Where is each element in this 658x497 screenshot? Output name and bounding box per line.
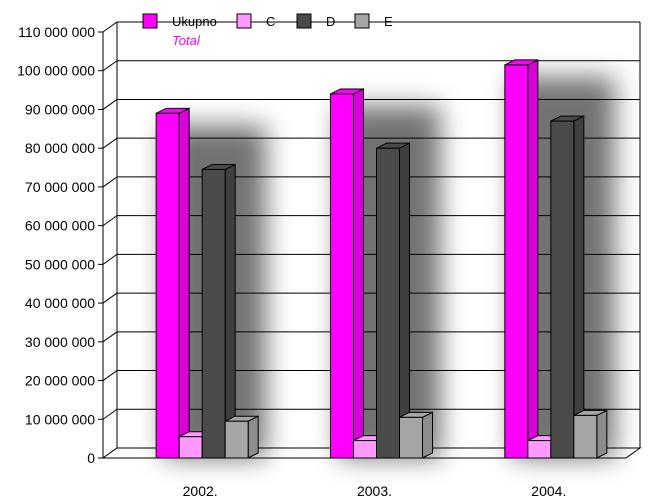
legend: Ukupno Total C D E — [142, 13, 393, 48]
y-tick-label: 30 000 000 — [25, 334, 95, 350]
side-wall-gridline — [102, 137, 118, 149]
bars — [155, 59, 608, 459]
bar-2004-ukupno — [504, 59, 539, 459]
side-wall-gridline — [102, 176, 118, 188]
legend-swatch — [354, 13, 370, 29]
x-tick-label: 2004. — [531, 483, 566, 497]
side-wall-gridline — [102, 292, 118, 304]
side-wall-gridline — [102, 331, 118, 343]
y-tick-label: 60 000 000 — [25, 218, 95, 234]
bar-2002-ukupno — [155, 107, 190, 459]
legend-label: D — [326, 14, 335, 29]
y-tick-label: 50 000 000 — [25, 256, 95, 272]
legend-label: Ukupno — [172, 14, 217, 29]
legend-label: E — [384, 14, 393, 29]
y-tick-label: 20 000 000 — [25, 373, 95, 389]
y-tick-label: 40 000 000 — [25, 295, 95, 311]
y-axis-ticks: 0 10 000 000 20 000 000 30 000 000 40 000 00… — [17, 24, 103, 466]
side-wall-gridline — [102, 60, 118, 72]
x-tick-label: 2002. — [183, 483, 218, 497]
bar-2004-d — [550, 115, 585, 459]
y-tick-label: 100 000 000 — [17, 63, 95, 79]
bar-2003-e — [399, 411, 433, 459]
bar-2002-e — [224, 415, 259, 459]
legend-label: C — [266, 14, 275, 29]
side-wall-gridline — [102, 99, 118, 110]
legend-sublabel: Total — [172, 33, 201, 48]
y-tick-label: 80 000 000 — [25, 140, 95, 156]
side-wall-gridline — [102, 408, 118, 420]
y-tick-label: 90 000 000 — [25, 101, 95, 117]
x-axis-ticks: 2002. 2003. 2004. — [183, 483, 567, 497]
bar-2003-d — [376, 142, 410, 459]
bar-2004-e — [573, 409, 608, 459]
bar-2003-ukupno — [330, 88, 364, 459]
side-wall-gridline — [102, 370, 118, 381]
legend-swatch — [142, 13, 158, 29]
y-tick-label: 70 000 000 — [25, 179, 95, 195]
side-wall-gridline — [102, 21, 118, 33]
side-wall-gridline — [102, 215, 118, 227]
x-tick-label: 2003. — [357, 483, 392, 497]
y-tick-label: 0 — [87, 450, 95, 466]
y-tick-label: 110 000 000 — [18, 24, 95, 40]
bar-2002-d — [201, 163, 236, 459]
side-wall-gridline — [102, 253, 118, 265]
legend-swatch — [296, 13, 312, 29]
legend-swatch — [236, 13, 252, 29]
y-tick-label: 10 000 000 — [25, 411, 95, 427]
